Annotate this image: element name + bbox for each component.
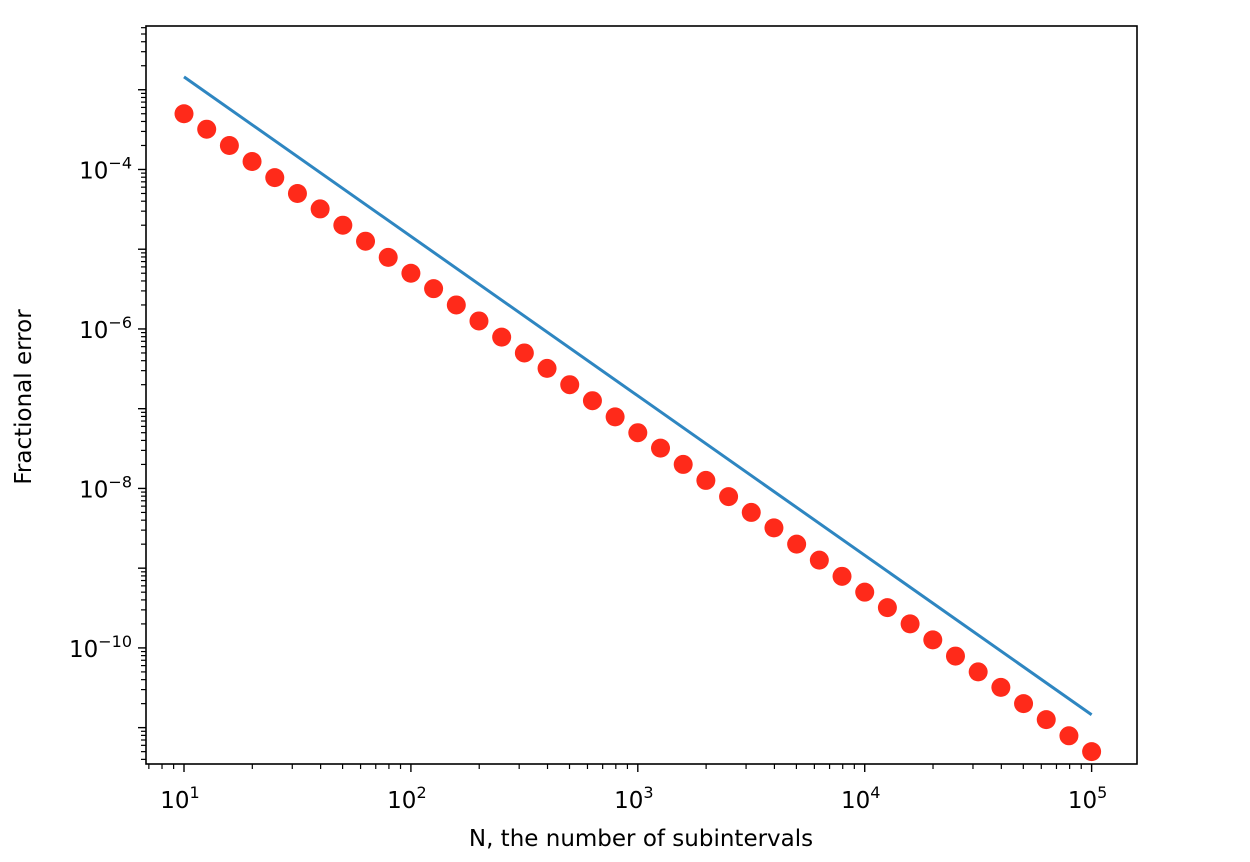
x-axis: 101 102 103 104 105 [148, 764, 1107, 814]
data-point [401, 263, 421, 283]
data-point [991, 677, 1011, 697]
data-point [764, 518, 784, 538]
data-point [855, 582, 875, 602]
y-tick-label: 10−4 [79, 153, 132, 184]
data-point [628, 423, 648, 443]
data-point [310, 199, 330, 219]
data-point [1036, 710, 1056, 730]
data-point [469, 311, 489, 331]
y-tick-label: 10−8 [79, 472, 132, 503]
data-point [696, 470, 716, 490]
y-axis-label: Fractional error [11, 309, 37, 485]
x-tick-label: 103 [614, 783, 653, 814]
data-point [1082, 742, 1102, 762]
data-point [424, 279, 444, 299]
data-point [219, 135, 239, 155]
data-point [809, 550, 829, 570]
data-point [197, 119, 217, 139]
data-point [446, 295, 466, 315]
data-point [741, 502, 761, 522]
data-point [673, 454, 693, 474]
data-point [1014, 694, 1034, 714]
x-tick-label: 101 [160, 783, 199, 814]
plot-background [146, 26, 1137, 764]
data-point [265, 168, 285, 188]
data-point [1059, 726, 1079, 746]
data-point [877, 598, 897, 618]
data-point [514, 343, 534, 363]
data-point [378, 247, 398, 267]
data-marks [174, 75, 1102, 762]
data-point [242, 151, 262, 171]
data-point [923, 630, 943, 650]
x-tick-label: 104 [841, 783, 880, 814]
data-point [582, 391, 602, 411]
x-tick-label: 102 [387, 783, 426, 814]
y-tick-label: 10−10 [69, 632, 132, 663]
x-tick-label: 105 [1068, 783, 1107, 814]
data-point [537, 358, 557, 378]
x-axis-label: N, the number of subintervals [469, 826, 813, 852]
data-point [287, 183, 307, 203]
data-point [719, 487, 739, 507]
data-point [356, 231, 376, 251]
data-point [333, 215, 353, 235]
plot-frame [145, 25, 1138, 765]
data-point [968, 662, 988, 682]
data-point [787, 534, 807, 554]
data-point [605, 407, 625, 427]
y-axis: 10−4 10−6 10−8 10−10 [69, 27, 146, 760]
data-point [832, 566, 852, 586]
data-point [560, 375, 580, 395]
data-point [900, 614, 920, 634]
y-tick-label: 10−6 [79, 313, 132, 344]
data-point [651, 438, 671, 458]
data-point [492, 327, 512, 347]
fit-line [183, 75, 1093, 717]
data-point [174, 104, 194, 124]
data-point [945, 646, 965, 666]
